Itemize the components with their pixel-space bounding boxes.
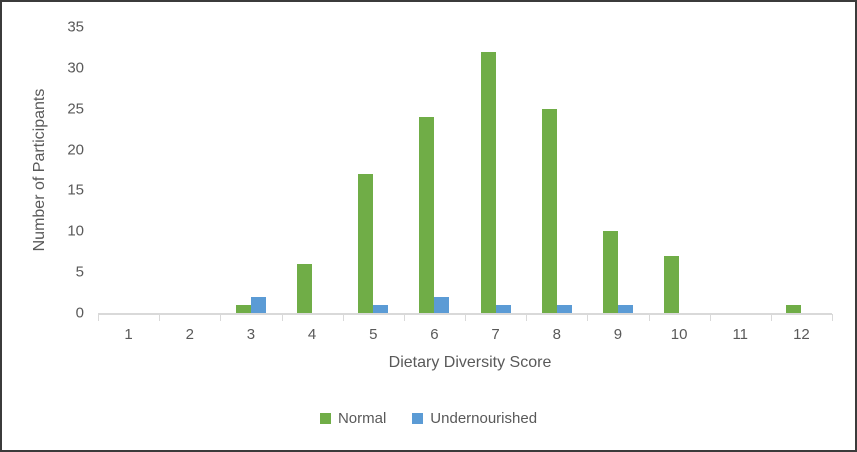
bar-undernourished-5: [373, 304, 389, 313]
y-tick-label: 10: [67, 222, 84, 240]
y-tick-label: 30: [67, 59, 84, 77]
x-axis-tick-mark: [648, 314, 650, 321]
legend-item-normal: Normal: [319, 410, 387, 427]
legend-label: Normal: [337, 410, 387, 427]
x-axis-tick-mark: [98, 314, 99, 321]
x-axis-tick-mark: [832, 314, 833, 321]
y-tick-label: 0: [75, 304, 84, 322]
bar-normal-3: [235, 304, 251, 313]
x-axis-tick-mark: [159, 314, 161, 321]
normal-swatch-icon: [319, 413, 331, 424]
x-tick-label: 9: [613, 326, 623, 343]
x-axis-tick-mark: [526, 314, 528, 321]
x-axis-tick-mark: [465, 314, 466, 321]
undernourished-swatch-icon: [412, 413, 424, 424]
y-tick-label: 5: [75, 263, 84, 281]
x-tick-label: 10: [670, 326, 688, 343]
x-axis-tick-mark: [281, 314, 283, 321]
x-tick-label: 6: [430, 326, 439, 343]
y-tick-label: 35: [67, 18, 84, 36]
x-tick-label: 1: [124, 326, 133, 343]
bar-undernourished-8: [556, 304, 572, 313]
x-axis-tick-mark: [220, 314, 222, 321]
legend-label: Undernourished: [430, 410, 538, 427]
x-axis-title: Dietary Diversity Score: [388, 354, 552, 371]
legend: Normal Undernourished: [2, 410, 855, 427]
y-tick-label: 15: [67, 181, 84, 199]
bar-undernourished-9: [617, 304, 633, 313]
bar-normal-6: [419, 116, 435, 313]
x-tick-label: 4: [307, 326, 317, 343]
x-tick-label: 5: [369, 326, 378, 343]
bar-undernourished-3: [250, 296, 266, 313]
y-tick-label: 25: [67, 100, 84, 118]
x-axis-tick-mark: [709, 314, 711, 321]
x-tick-label: 2: [185, 326, 194, 343]
x-tick-label: 12: [793, 326, 810, 343]
x-axis-tick-mark: [770, 314, 772, 321]
x-axis-tick-mark: [342, 314, 344, 321]
bar-normal-4: [297, 263, 313, 313]
bar-undernourished-6: [434, 296, 450, 313]
x-tick-label: 7: [491, 326, 500, 343]
bar-normal-9: [602, 231, 618, 313]
bar-normal-12: [786, 304, 802, 313]
bar-undernourished-7: [495, 304, 511, 313]
y-tick-label: 20: [67, 141, 84, 159]
x-tick-label: 3: [246, 326, 256, 343]
legend-item-undernourished: Undernourished: [412, 410, 537, 427]
x-tick-label: 8: [552, 326, 561, 343]
bar-normal-8: [541, 108, 557, 313]
x-tick-label: 11: [732, 326, 749, 343]
bar-normal-5: [358, 174, 374, 313]
bar-normal-7: [480, 51, 496, 313]
x-axis-tick-mark: [403, 314, 405, 321]
x-axis-tick-mark: [587, 314, 589, 321]
bar-normal-10: [664, 255, 680, 313]
